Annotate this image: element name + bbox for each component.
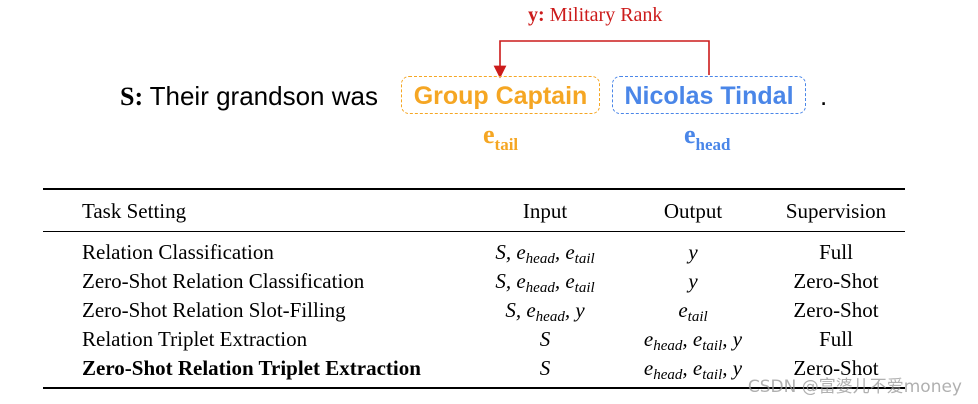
task-cell: Zero-Shot Relation Triplet Extraction xyxy=(82,356,421,380)
task-cell: Relation Triplet Extraction xyxy=(82,327,308,351)
table-top-rule xyxy=(43,188,905,190)
head-entity-box: Nicolas Tindal xyxy=(612,76,806,114)
tail-entity-box: Group Captain xyxy=(401,76,600,114)
head-entity-symbol: ehead xyxy=(684,120,731,154)
supervision-cell: Zero-Shot xyxy=(793,356,879,380)
table-header-rule xyxy=(43,231,905,232)
tail-entity-symbol: etail xyxy=(483,120,519,154)
supervision-cell: Zero-Shot xyxy=(793,298,879,322)
input-cell: S, ehead, etail xyxy=(495,240,595,267)
task-cell: Zero-Shot Relation Slot-Filling xyxy=(82,298,346,322)
header-supervision: Supervision xyxy=(785,199,887,223)
task-cell: Zero-Shot Relation Classification xyxy=(82,269,365,293)
output-cell: ehead, etail, y xyxy=(643,356,743,383)
sentence-period: . xyxy=(820,81,828,111)
relation-variable: y: xyxy=(528,4,545,26)
output-cell: ehead, etail, y xyxy=(643,327,743,354)
output-cell: y xyxy=(688,240,698,264)
example-sentence: S: Their grandson was xyxy=(120,80,378,113)
input-cell: S, ehead, etail xyxy=(495,269,595,296)
sentence-text: Their grandson was xyxy=(149,81,378,111)
supervision-cell: Full xyxy=(819,240,853,264)
output-cell: y xyxy=(688,269,698,293)
header-task-setting: Task Setting xyxy=(82,199,187,223)
header-output: Output xyxy=(663,199,723,223)
table-bottom-rule xyxy=(43,387,905,389)
relation-name: Military Rank xyxy=(549,4,663,26)
task-cell: Relation Classification xyxy=(82,240,274,264)
supervision-cell: Full xyxy=(819,327,853,351)
input-cell: S xyxy=(539,327,551,351)
watermark: CSDN @富婆儿不爱money xyxy=(747,377,962,397)
sentence-variable: S: xyxy=(120,82,144,111)
input-cell: S xyxy=(539,356,551,380)
input-cell: S, ehead, y xyxy=(505,298,585,325)
header-input: Input xyxy=(522,199,568,223)
output-cell: etail xyxy=(678,298,708,325)
supervision-cell: Zero-Shot xyxy=(793,269,879,293)
relation-label: y: Military Rank xyxy=(528,4,662,27)
